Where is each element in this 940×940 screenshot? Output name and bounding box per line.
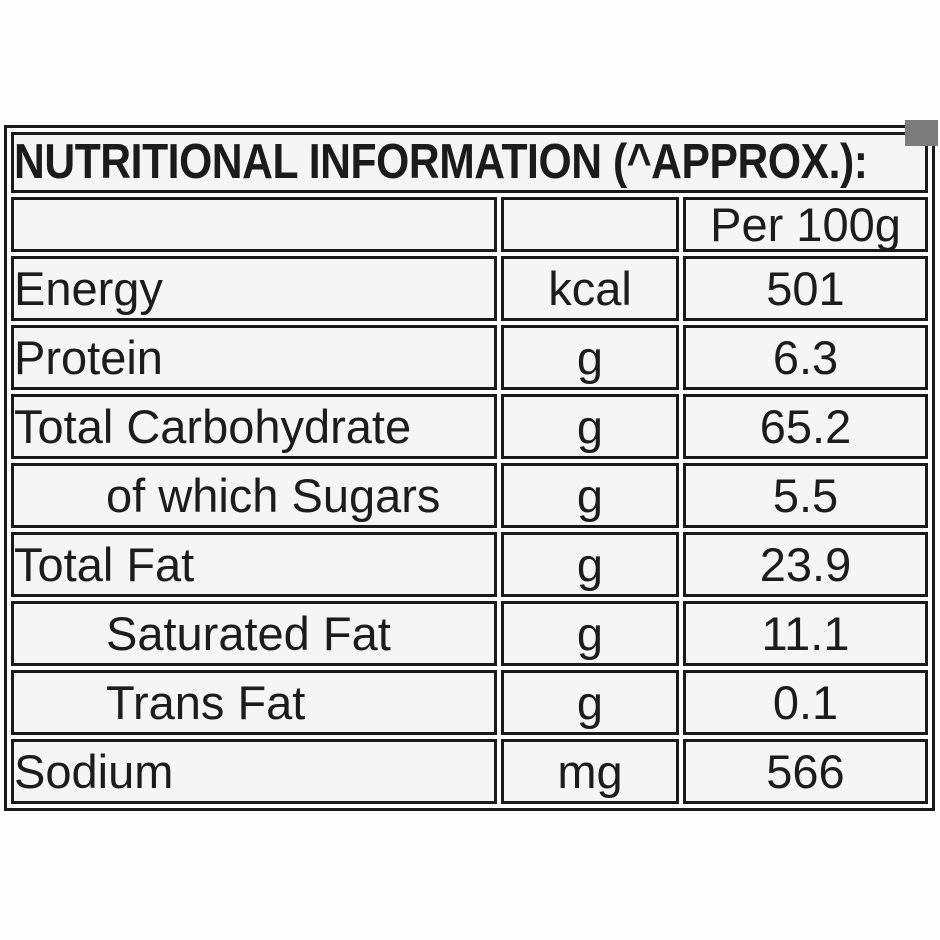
table-row-protein: Protein g 6.3 (11, 325, 928, 391)
table-row-energy: Energy kcal 501 (11, 256, 928, 322)
table-row-total-carbohydrate: Total Carbohydrate g 65.2 (11, 394, 928, 460)
nutrient-value: 501 (683, 256, 928, 322)
table-row-saturated-fat: Saturated Fat g 11.1 (11, 601, 928, 667)
nutrient-unit: g (501, 394, 679, 460)
nutrient-unit: g (501, 463, 679, 529)
table-row-of-which-sugars: of which Sugars g 5.5 (11, 463, 928, 529)
nutrient-value: 0.1 (683, 670, 928, 736)
nutrient-value: 6.3 (683, 325, 928, 391)
nutrient-label: Energy (11, 256, 497, 322)
nutrient-unit: g (501, 670, 679, 736)
empty-cell (11, 197, 497, 253)
table-row-total-fat: Total Fat g 23.9 (11, 532, 928, 598)
empty-cell (501, 197, 679, 253)
nutrient-unit: mg (501, 739, 679, 805)
nutrient-unit: g (501, 532, 679, 598)
nutrient-label: Saturated Fat (11, 601, 497, 667)
table-row-sodium: Sodium mg 566 (11, 739, 928, 805)
nutrient-unit: g (501, 325, 679, 391)
nutrient-label: Total Carbohydrate (11, 394, 497, 460)
table-title-cell: NUTRITIONAL INFORMATION (^APPROX.): (11, 132, 928, 193)
column-header-row: Per 100g (11, 197, 928, 253)
table-header-row: NUTRITIONAL INFORMATION (^APPROX.): (11, 132, 928, 193)
nutrient-unit: g (501, 601, 679, 667)
table-row-trans-fat: Trans Fat g 0.1 (11, 670, 928, 736)
nutrient-value: 23.9 (683, 532, 928, 598)
nutrient-value: 566 (683, 739, 928, 805)
nutrient-unit: kcal (501, 256, 679, 322)
nutrient-value: 11.1 (683, 601, 928, 667)
nutrient-label: Protein (11, 325, 497, 391)
nutrient-label: Total Fat (11, 532, 497, 598)
nutrient-value: 65.2 (683, 394, 928, 460)
per-100g-header: Per 100g (683, 197, 928, 253)
nutrient-value: 5.5 (683, 463, 928, 529)
corner-marker (905, 120, 938, 146)
nutrition-table: NUTRITIONAL INFORMATION (^APPROX.): Per … (4, 125, 935, 812)
nutrient-label: Sodium (11, 739, 497, 805)
nutrient-label: Trans Fat (11, 670, 497, 736)
table-title: NUTRITIONAL INFORMATION (^APPROX.): (14, 134, 868, 189)
nutrient-label: of which Sugars (11, 463, 497, 529)
